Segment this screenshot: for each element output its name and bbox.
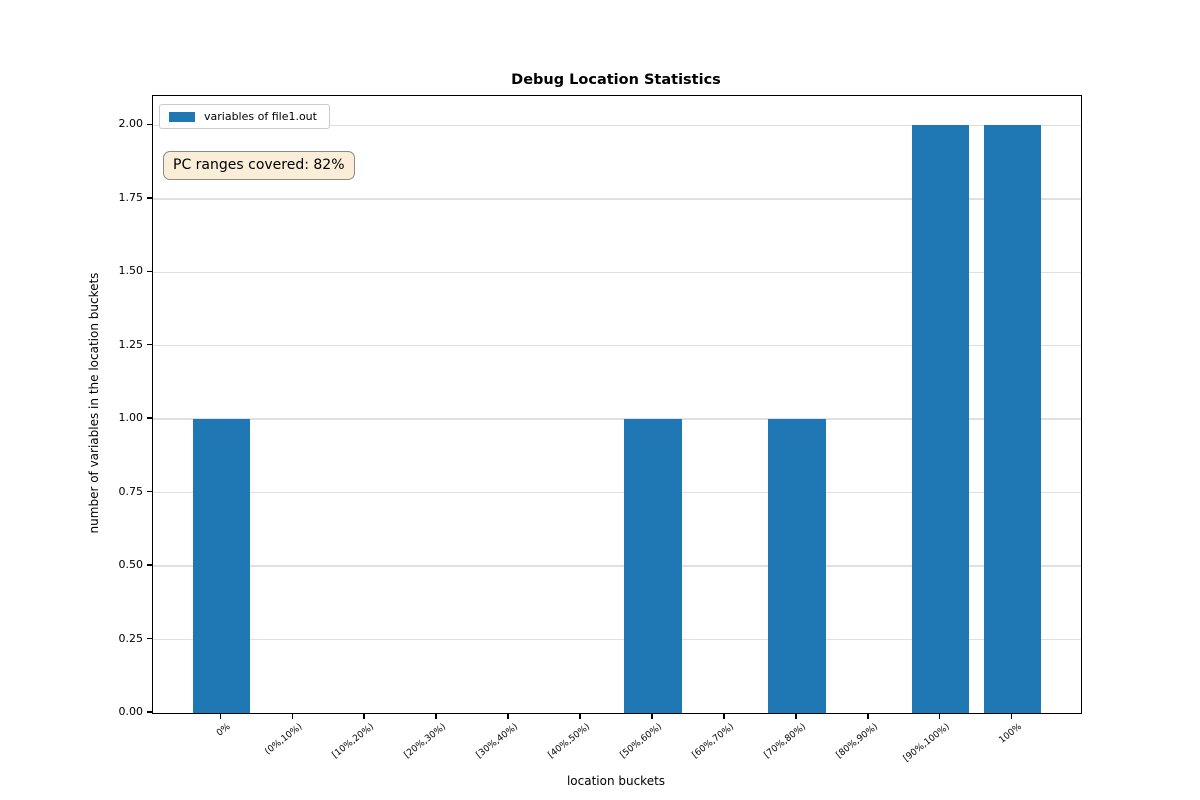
legend: variables of file1.out bbox=[159, 104, 330, 129]
y-gridline bbox=[153, 491, 1081, 494]
plot-area: variables of file1.out PC ranges covered… bbox=[152, 95, 1082, 714]
y-gridline bbox=[153, 638, 1081, 641]
y-tick-label: 0.25 bbox=[118, 631, 144, 645]
x-tick-mark bbox=[867, 714, 869, 719]
y-axis-label: number of variables in the location buck… bbox=[87, 272, 101, 534]
x-tick-mark bbox=[363, 714, 365, 719]
y-tick-mark bbox=[147, 637, 152, 640]
y-gridline bbox=[153, 344, 1081, 347]
bar bbox=[911, 125, 970, 713]
x-tick-mark bbox=[723, 714, 725, 719]
x-tick-mark bbox=[938, 714, 941, 719]
y-tick-label: 0.75 bbox=[118, 484, 144, 498]
x-tick-label: [20%,30%) bbox=[402, 722, 449, 761]
y-tick-mark bbox=[147, 343, 152, 346]
y-tick-label: 1.00 bbox=[118, 411, 144, 425]
x-tick-mark bbox=[795, 714, 797, 719]
x-tick-mark bbox=[579, 714, 581, 719]
x-tick-label: [10%,20%) bbox=[330, 722, 377, 761]
y-tick-mark bbox=[147, 711, 152, 713]
y-tick-label: 0.00 bbox=[118, 705, 144, 718]
x-tick-label: 0% bbox=[215, 722, 233, 739]
x-tick-mark bbox=[219, 714, 222, 719]
x-tick-mark bbox=[507, 714, 509, 719]
x-tick-label: [40%,50%) bbox=[546, 722, 593, 761]
y-tick-mark bbox=[147, 270, 152, 273]
y-tick-mark bbox=[147, 123, 152, 126]
bar bbox=[983, 125, 1042, 713]
bar bbox=[624, 419, 682, 713]
y-tick-label: 0.50 bbox=[118, 558, 144, 572]
x-tick-label: [30%,40%) bbox=[474, 722, 521, 761]
y-tick-label: 2.00 bbox=[118, 117, 144, 131]
legend-swatch-icon bbox=[169, 111, 195, 122]
bar bbox=[192, 419, 251, 713]
x-tick-mark bbox=[291, 714, 294, 719]
x-tick-label: (0%,10%) bbox=[263, 722, 305, 758]
y-gridline bbox=[153, 418, 1081, 420]
y-gridline bbox=[153, 198, 1081, 200]
bar bbox=[768, 419, 826, 713]
y-tick-label: 1.50 bbox=[118, 264, 144, 278]
x-tick-label: [90%,100%) bbox=[901, 722, 952, 765]
x-axis-label: location buckets bbox=[566, 774, 666, 788]
y-tick-label: 1.75 bbox=[118, 190, 144, 204]
y-gridline bbox=[153, 124, 1081, 127]
y-tick-mark bbox=[147, 564, 152, 566]
y-gridline bbox=[153, 271, 1081, 274]
x-tick-label: [70%,80%) bbox=[762, 722, 809, 761]
chart-title: Debug Location Statistics bbox=[511, 72, 721, 88]
y-tick-mark bbox=[147, 417, 152, 419]
x-tick-label: [60%,70%) bbox=[690, 722, 737, 761]
y-tick-mark bbox=[147, 490, 152, 493]
y-tick-label: 1.25 bbox=[118, 337, 144, 351]
x-tick-label: [50%,60%) bbox=[618, 722, 665, 761]
x-tick-label: 100% bbox=[997, 722, 1024, 746]
x-tick-mark bbox=[651, 714, 653, 719]
legend-label: variables of file1.out bbox=[204, 110, 317, 123]
x-tick-mark bbox=[1010, 714, 1013, 719]
x-tick-label: [80%,90%) bbox=[834, 722, 880, 761]
annotation-box: PC ranges covered: 82% bbox=[163, 151, 355, 180]
y-gridline bbox=[153, 565, 1081, 567]
y-tick-mark bbox=[147, 197, 152, 199]
x-tick-mark bbox=[435, 714, 437, 719]
